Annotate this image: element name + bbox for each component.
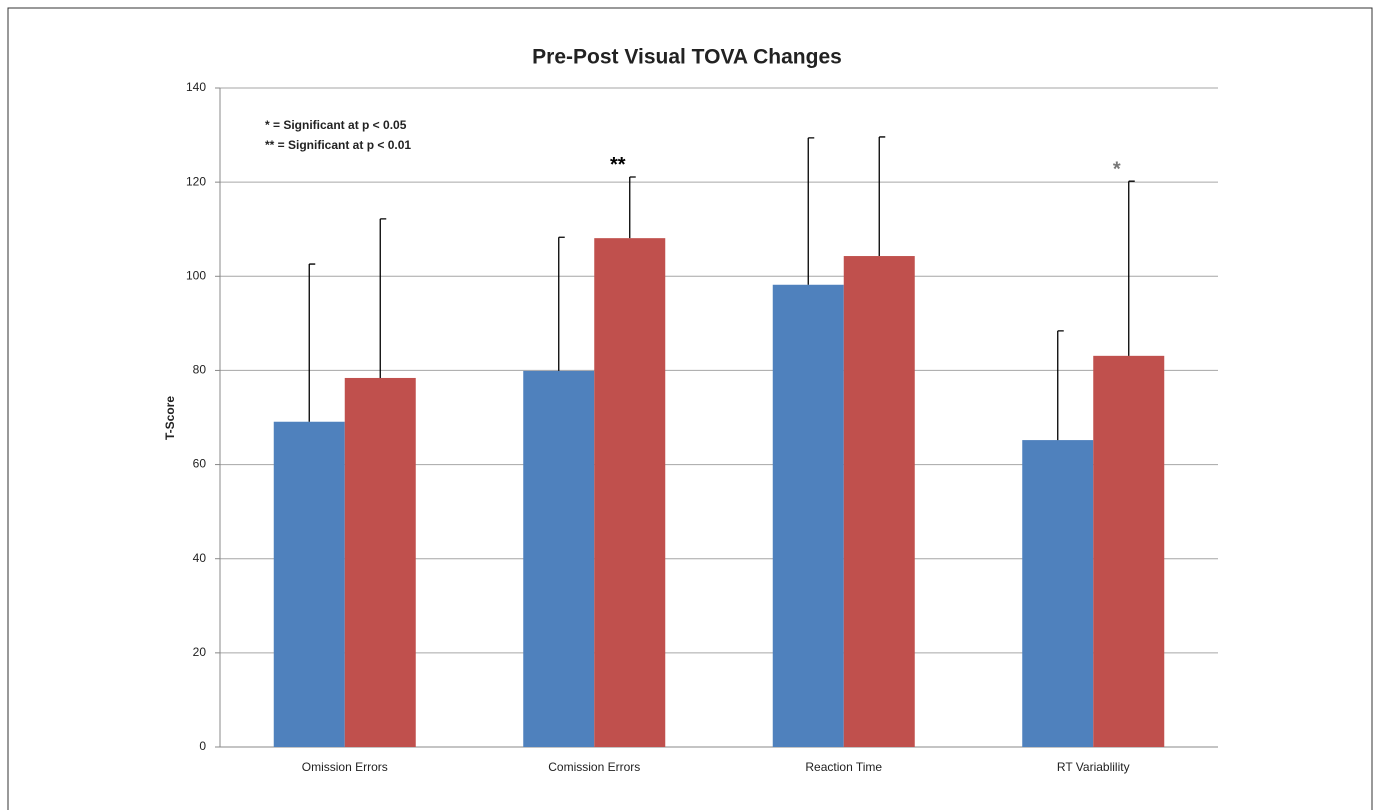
chart-frame	[7, 7, 1373, 810]
error-bar	[558, 236, 565, 371]
bar	[772, 284, 844, 747]
x-tick-label: Omission Errors	[302, 760, 388, 774]
bar	[843, 256, 915, 747]
significance-label: *	[1113, 158, 1121, 180]
error-bar	[379, 218, 387, 378]
bar	[1022, 440, 1094, 747]
bar	[273, 421, 345, 747]
note: ** = Significant at p < 0.01	[265, 138, 411, 152]
chart-title: Pre-Post Visual TOVA Changes	[532, 46, 842, 69]
error-bar	[308, 263, 316, 422]
y-tick-label: 140	[186, 80, 206, 94]
y-tick-label: 20	[193, 645, 207, 659]
x-tick-label: Reaction Time	[805, 760, 882, 774]
error-bar	[629, 176, 636, 239]
y-tick-label: 60	[193, 457, 207, 471]
bar	[523, 370, 595, 747]
y-tick-label: 40	[193, 551, 207, 565]
y-tick-label: 120	[186, 174, 206, 188]
note: * = Significant at p < 0.05	[265, 118, 407, 132]
error-bar	[878, 136, 886, 257]
bar	[344, 377, 416, 747]
error-bar	[1057, 330, 1064, 441]
y-tick-label: 80	[193, 363, 207, 377]
bar	[1093, 355, 1165, 747]
x-tick-label: Comission Errors	[548, 760, 640, 774]
error-bar	[1128, 180, 1135, 356]
bar	[594, 238, 666, 748]
y-tick-label: 0	[199, 739, 206, 753]
error-bar	[807, 137, 815, 285]
x-tick-label: RT Variablility	[1057, 760, 1130, 774]
y-axis-label: T-Score	[163, 396, 177, 440]
y-tick-label: 100	[186, 268, 206, 282]
significance-label: **	[610, 154, 626, 176]
